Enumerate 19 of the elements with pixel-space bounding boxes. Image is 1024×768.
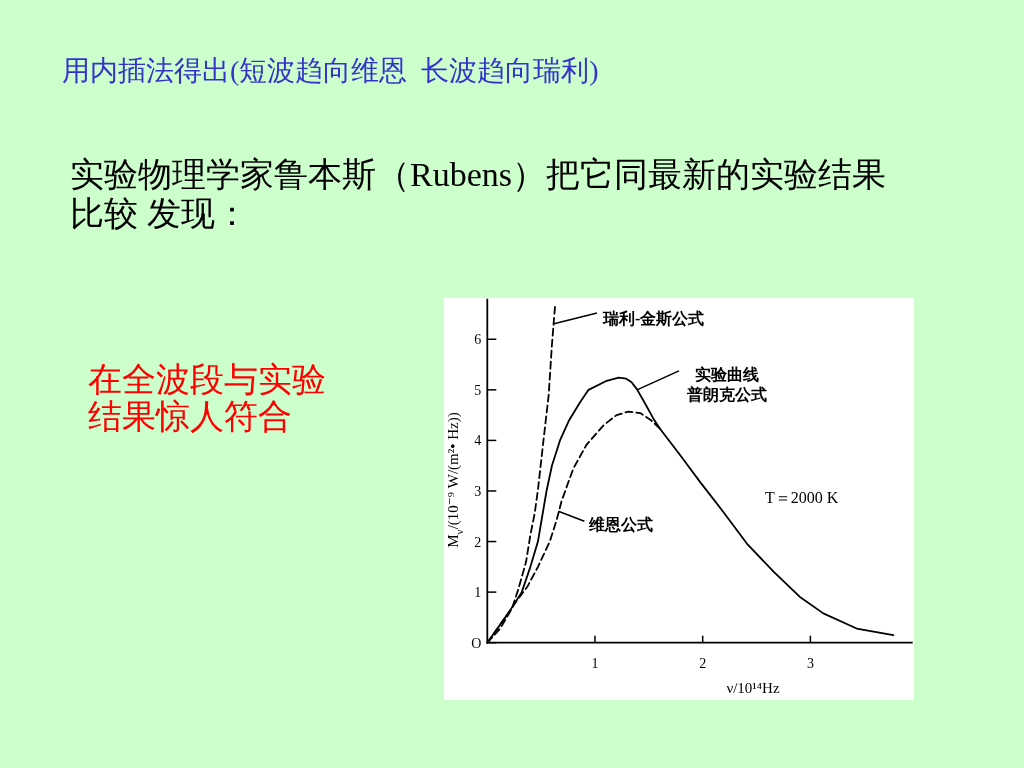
annotation: 实验曲线	[695, 365, 759, 383]
y-tick-label: 2	[474, 534, 482, 550]
x-tick-label: 2	[699, 655, 707, 671]
x-axis-title: ν/10¹⁴Hz	[726, 680, 780, 696]
annotation: 维恩公式	[588, 515, 654, 533]
annotation: 瑞利-金斯公式	[601, 309, 705, 327]
y-tick-label: 3	[474, 483, 482, 499]
chart-subtitle: 实验物理学家鲁本斯（Rubens）把它同最新的实验结果比较 发现：	[70, 155, 887, 233]
y-tick-label: 1	[474, 584, 482, 600]
text: 在全波段与实验结果惊人符合	[88, 361, 327, 435]
x-tick-label: 3	[806, 655, 814, 671]
y-tick-label: 5	[474, 382, 482, 398]
x-tick-label: 1	[591, 655, 599, 671]
y-tick-label: 6	[474, 331, 482, 347]
annotation: T＝2000 K	[765, 488, 839, 506]
annotation: 普朗克公式	[686, 384, 767, 403]
chart-title: 用内插法得出(短波趋向维恩 长波趋向瑞利)	[62, 54, 599, 88]
y-tick-label: 4	[474, 432, 482, 448]
y-tick-label: O	[471, 635, 482, 651]
